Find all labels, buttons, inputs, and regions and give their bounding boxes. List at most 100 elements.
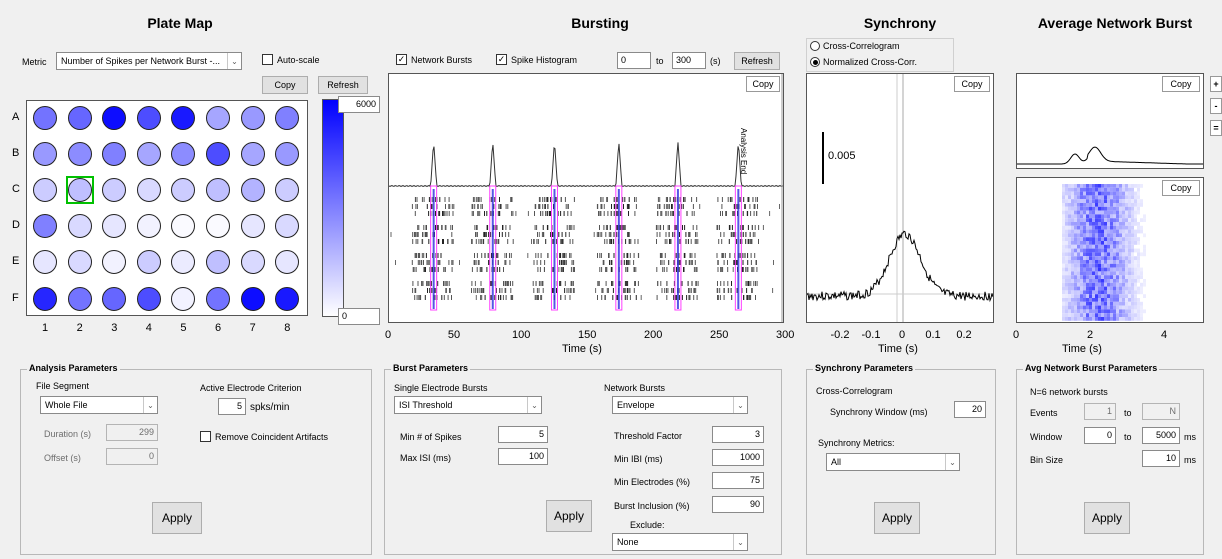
min-spikes-field[interactable]: 5 [498,426,548,443]
well-d7[interactable] [240,214,265,239]
colorbar-max-field[interactable]: 6000 [338,96,380,113]
time-range-from-input[interactable]: 0 [617,52,651,69]
events-from-field[interactable]: 1 [1084,403,1116,420]
well-b4[interactable] [136,141,161,166]
well-c5[interactable] [171,177,196,202]
well-f6[interactable] [206,286,230,311]
well-f8[interactable] [275,286,300,311]
well-a8[interactable] [275,105,300,130]
time-range-to-input[interactable]: 300 [672,52,706,69]
autoscale-checkbox[interactable]: Auto-scale [262,54,320,65]
network-burst-box-6[interactable] [734,185,742,311]
min-ibi-field[interactable]: 1000 [712,449,764,466]
spike-histogram-checkbox[interactable]: ✓ Spike Histogram [496,54,577,65]
well-d5[interactable] [171,214,196,239]
normalized-cross-corr-radio[interactable]: Normalized Cross-Corr. [810,57,917,67]
avg-zoom-reset-button[interactable]: = [1210,120,1222,136]
well-e2[interactable] [67,250,92,275]
raster-plot[interactable] [388,73,784,323]
network-burst-box-1[interactable] [430,185,438,311]
well-c3[interactable] [102,177,127,202]
network-burst-box-2[interactable] [489,185,497,311]
well-f4[interactable] [136,286,161,311]
well-e7[interactable] [240,250,265,275]
well-b6[interactable] [206,141,230,166]
well-e4[interactable] [136,250,161,275]
well-a3[interactable] [102,105,127,130]
avg-zoom-in-button[interactable]: + [1210,76,1222,92]
cross-correlogram-radio[interactable]: Cross-Correlogram [810,41,900,51]
well-e1[interactable] [33,250,57,275]
well-d1[interactable] [33,214,57,239]
well-b1[interactable] [33,141,57,166]
well-f1[interactable] [33,286,57,311]
burst-inclusion-field[interactable]: 90 [712,496,764,513]
synchrony-plot[interactable] [806,73,994,323]
well-b2[interactable] [67,141,92,166]
sync-metrics-select[interactable]: All ⌄ [826,453,960,471]
plate-refresh-button[interactable]: Refresh [318,76,368,94]
well-e6[interactable] [206,250,230,275]
well-f7[interactable] [240,286,265,311]
metric-select[interactable]: Number of Spikes per Network Burst -... … [56,52,242,70]
burst-apply-button[interactable]: Apply [546,500,592,532]
window-from-field[interactable]: 0 [1084,427,1116,444]
well-a6[interactable] [206,105,230,130]
max-isi-field[interactable]: 100 [498,448,548,465]
network-burst-box-4[interactable] [615,185,623,311]
min-electrodes-field[interactable]: 75 [712,472,764,489]
file-segment-select[interactable]: Whole File ⌄ [40,396,158,414]
avg-burst-heatmap[interactable] [1016,177,1204,323]
well-c2[interactable] [67,177,92,202]
plate-copy-button[interactable]: Copy [262,76,308,94]
well-e8[interactable] [275,250,300,275]
single-method-select[interactable]: ISI Threshold ⌄ [394,396,542,414]
well-c7[interactable] [240,177,265,202]
well-d8[interactable] [275,214,300,239]
threshold-factor-field[interactable]: 3 [712,426,764,443]
active-electrode-field[interactable]: 5 [218,398,246,415]
well-b5[interactable] [171,141,196,166]
avg-apply-button[interactable]: Apply [1084,502,1130,534]
network-burst-box-5[interactable] [674,185,682,311]
avg-heatmap-copy-button[interactable]: Copy [1162,180,1200,196]
window-to-field[interactable]: 5000 [1142,427,1180,444]
network-bursts-checkbox[interactable]: ✓ Network Bursts [396,54,472,65]
synchrony-copy-button[interactable]: Copy [954,76,990,92]
network-burst-box-3[interactable] [550,185,558,311]
well-f5[interactable] [171,286,196,311]
sync-apply-button[interactable]: Apply [874,502,920,534]
well-c4[interactable] [136,177,161,202]
well-d6[interactable] [206,214,230,239]
well-b3[interactable] [102,141,127,166]
well-e5[interactable] [171,250,196,275]
well-d3[interactable] [102,214,127,239]
well-c1[interactable] [33,177,57,202]
sync-window-field[interactable]: 20 [954,401,986,418]
remove-artifacts-checkbox[interactable]: Remove Coincident Artifacts [200,431,328,442]
well-c6[interactable] [206,177,230,202]
well-d4[interactable] [136,214,161,239]
well-f3[interactable] [102,286,127,311]
well-e3[interactable] [102,250,127,275]
bursting-copy-button[interactable]: Copy [746,76,780,92]
well-b7[interactable] [240,141,265,166]
well-d2[interactable] [67,214,92,239]
bin-size-field[interactable]: 10 [1142,450,1180,467]
well-b8[interactable] [275,141,300,166]
exclude-select[interactable]: None ⌄ [612,533,748,551]
well-a2[interactable] [67,105,92,130]
well-c8[interactable] [275,177,300,202]
well-a4[interactable] [136,105,161,130]
colorbar-min-field[interactable]: 0 [338,308,380,325]
analysis-apply-button[interactable]: Apply [152,502,202,534]
well-a7[interactable] [240,105,265,130]
bursting-refresh-button[interactable]: Refresh [734,52,780,70]
avg-copy-button[interactable]: Copy [1162,76,1200,92]
well-a1[interactable] [33,105,57,130]
avg-zoom-out-button[interactable]: - [1210,98,1222,114]
duration-field[interactable]: 299 [106,424,158,441]
well-a5[interactable] [171,105,196,130]
offset-field[interactable]: 0 [106,448,158,465]
network-method-select[interactable]: Envelope ⌄ [612,396,748,414]
